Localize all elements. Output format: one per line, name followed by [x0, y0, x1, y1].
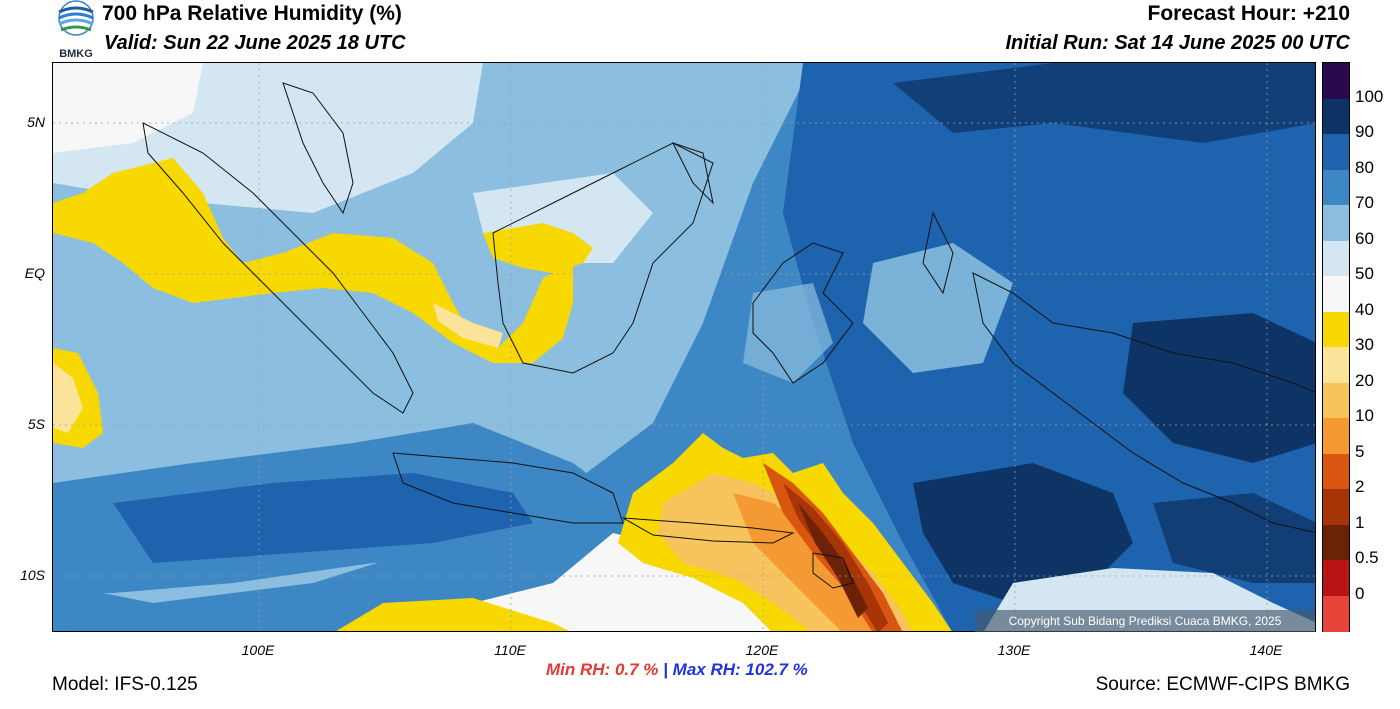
colorbar-segment: [1323, 453, 1349, 490]
colorbar-label: 1: [1355, 512, 1365, 532]
colorbar-label: 80: [1355, 157, 1374, 177]
lon-label: 100E: [241, 642, 275, 658]
source-info: Source: ECMWF-CIPS BMKG: [1095, 674, 1350, 695]
min-rh-value: 0.7 %: [614, 660, 659, 679]
logo-text: BMKG: [59, 48, 93, 60]
colorbar-label: 70: [1355, 193, 1374, 212]
max-rh-value: 102.7 %: [745, 660, 808, 679]
sumatra-outline: [142, 122, 414, 414]
lat-label: 5S: [27, 416, 45, 432]
philippines-outline: [672, 142, 714, 205]
min-rh-label: Min RH:: [546, 660, 611, 679]
borneo-outline: [492, 142, 714, 374]
colorbar-label: 20: [1355, 370, 1374, 390]
copyright-notice: Copyright Sub Bidang Prediksi Cuaca BMKG…: [975, 610, 1315, 632]
map-title: 700 hPa Relative Humidity (%): [102, 2, 402, 25]
timor-outline: [812, 552, 854, 589]
bmkg-logo: BMKG: [52, 0, 100, 60]
java-outline: [392, 452, 624, 524]
lat-label: EQ: [24, 265, 45, 281]
colorbar-label: 100: [1355, 86, 1384, 106]
colorbar-segment: [1323, 524, 1349, 561]
colorbar-label: 40: [1355, 299, 1374, 319]
colorbar: [1322, 62, 1350, 632]
rh-stats: Min RH: 0.7 % | Max RH: 102.7 %: [546, 660, 808, 680]
colorbar-label: 2: [1355, 477, 1365, 496]
initial-run: Initial Run: Sat 14 June 2025 00 UTC: [1005, 32, 1350, 54]
lon-label: 120E: [745, 642, 779, 658]
colorbar-segment: [1323, 489, 1349, 525]
colorbar-label: 0: [1355, 583, 1365, 603]
colorbar-segment: [1323, 240, 1349, 277]
forecast-hour: Forecast Hour: +210: [1147, 2, 1351, 25]
colorbar-segment: [1323, 169, 1349, 206]
colorbar-segment: [1323, 311, 1349, 348]
colorbar-segment: [1323, 560, 1349, 596]
stats-separator: |: [663, 660, 668, 679]
colorbar-label: 90: [1355, 122, 1374, 141]
humidity-map: [52, 62, 1316, 632]
colorbar-segment: [1323, 595, 1349, 632]
peninsula-outline: [282, 82, 354, 215]
colorbar-label: 0.5: [1355, 548, 1379, 567]
sulawesi-outline: [752, 242, 854, 384]
valid-time: Valid: Sun 22 June 2025 18 UTC: [104, 32, 406, 54]
colorbar-segment: [1323, 134, 1349, 170]
colorbar-label: 5: [1355, 441, 1365, 461]
colorbar-segment: [1323, 63, 1349, 99]
colorbar-segment: [1323, 98, 1349, 135]
lon-label: 140E: [1249, 642, 1283, 658]
lesser-sunda-outline: [622, 517, 795, 544]
colorbar-segment: [1323, 205, 1349, 241]
colorbar-segment: [1323, 276, 1349, 312]
new-guinea-outline: [972, 272, 1315, 534]
colorbar-label: 10: [1355, 406, 1374, 425]
humidity-field: [53, 63, 1315, 631]
bmkg-logo-icon: [58, 0, 94, 36]
model-info: Model: IFS-0.125: [52, 674, 198, 695]
lon-label: 110E: [494, 642, 526, 658]
colorbar-segment: [1323, 418, 1349, 454]
moluccas-outline: [922, 211, 954, 295]
max-rh-label: Max RH:: [672, 660, 741, 679]
colorbar-label: 30: [1355, 335, 1374, 354]
lon-label: 130E: [997, 642, 1031, 658]
colorbar-label: 50: [1355, 264, 1374, 283]
colorbar-label: 60: [1355, 228, 1374, 248]
lat-label: 10S: [20, 567, 45, 583]
colorbar-segment: [1323, 347, 1349, 383]
lat-label: 5N: [27, 114, 45, 130]
colorbar-segment: [1323, 382, 1349, 419]
